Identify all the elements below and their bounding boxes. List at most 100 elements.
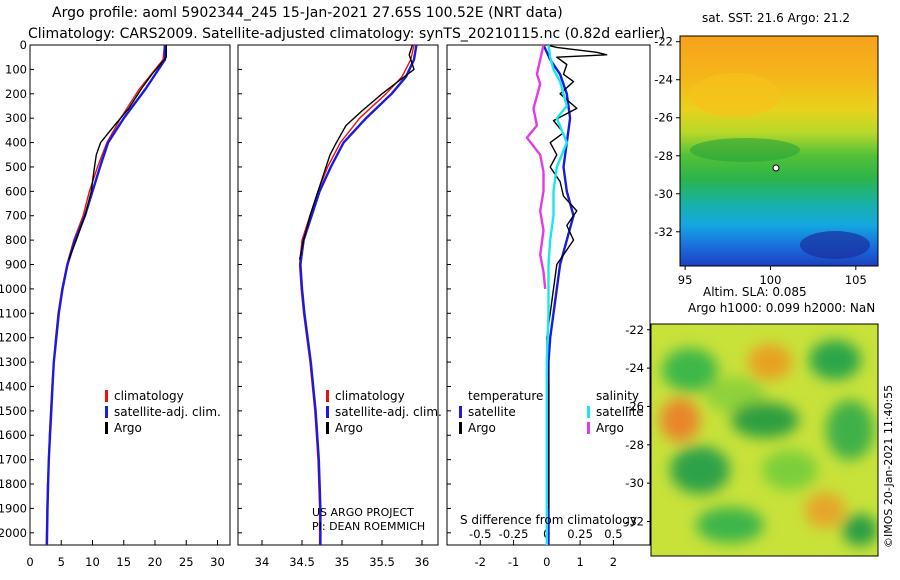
temperature-legend: climatology satellite-adj. clim. Argo [105, 389, 221, 435]
sst-y-tick-label: -24 [654, 73, 673, 87]
y-tick-label: 500 [5, 160, 27, 174]
series-line-satellite-adj-clim- [45, 45, 167, 546]
legend-header-temperature: temperature [468, 389, 543, 403]
x-tick-label: 35.5 [369, 555, 395, 569]
project-annotation: US ARGO PROJECT [312, 506, 414, 519]
sal-diff-tick-label: -0.25 [499, 527, 529, 541]
sst-y-tick-label: -26 [654, 111, 673, 125]
y-tick-label: 600 [5, 184, 27, 198]
sal-diff-tick-label: 0.5 [604, 527, 622, 541]
difference-legend: temperature satellite Argo salinity sate… [459, 389, 644, 435]
y-tick-label: 1000 [0, 282, 27, 296]
x-tick-label: 5 [58, 555, 65, 569]
x-tick-label: 34.5 [289, 555, 315, 569]
legend-label-temp-argo: Argo [468, 421, 496, 435]
sst-map-title: sat. SST: 21.6 Argo: 21.2 [702, 11, 850, 25]
y-tick-label: 800 [5, 233, 27, 247]
sst-x-tick-label: 95 [678, 273, 693, 287]
sla-blob [762, 450, 818, 490]
x-tick-label: 1 [576, 555, 583, 569]
sst-warm-patch [690, 73, 780, 117]
sla-y-tick-label: -24 [625, 361, 644, 375]
legend-label-temp-satellite: satellite [468, 405, 516, 419]
sla-map [650, 323, 879, 557]
legend-swatch-sal-satellite [587, 406, 590, 418]
legend-label-climatology: climatology [114, 389, 184, 403]
sla-blob [826, 400, 874, 460]
y-tick-label: 1700 [0, 453, 27, 467]
sst-map-frame [679, 35, 879, 267]
legend-swatch-argo [326, 422, 329, 434]
title-line-2: Climatology: CARS2009. Satellite-adjuste… [28, 26, 666, 42]
legend-swatch-temp-argo [459, 422, 462, 434]
series-line-satellite-adj-clim- [299, 44, 418, 545]
sst-y-tick-label: -30 [654, 187, 673, 201]
x-tick-label: 36 [415, 555, 430, 569]
sla-map-title-1: Altim. SLA: 0.085 [703, 285, 807, 299]
sla-blob [670, 446, 730, 494]
y-tick-label: 1600 [0, 428, 27, 442]
y-tick-label: 1400 [0, 379, 27, 393]
profile-lines [45, 44, 608, 546]
x-tick-label: 30 [210, 555, 225, 569]
sla-blob [748, 344, 792, 380]
sal-diff-tick-label: 0.25 [567, 527, 593, 541]
sst-map [679, 35, 879, 267]
x-tick-label: 2 [610, 555, 617, 569]
sla-map-frame [650, 323, 879, 557]
pi-annotation: PI: DEAN ROEMMICH [312, 520, 425, 533]
legend-header-salinity: salinity [596, 389, 639, 403]
sst-green-band [690, 138, 800, 162]
legend-label-sal-argo: Argo [596, 421, 624, 435]
sla-y-tick-label: -26 [625, 399, 644, 413]
argo-position-marker [772, 164, 780, 172]
x-tick-label: 10 [85, 555, 100, 569]
legend-swatch-climatology [105, 390, 108, 402]
x-tick-label: -2 [475, 555, 486, 569]
sla-map-title-2: Argo h1000: 0.099 h2000: NaN [688, 301, 875, 315]
y-tick-label: 700 [5, 209, 27, 223]
sst-cool-patch [800, 231, 870, 259]
sst-y-tick-label: -32 [654, 225, 673, 239]
x-tick-label: 20 [148, 555, 163, 569]
difference-xlabel: S difference from climatology [460, 513, 637, 527]
y-tick-label: 1900 [0, 501, 27, 515]
y-tick-label: 900 [5, 258, 27, 272]
sla-y-tick-label: -28 [625, 438, 644, 452]
legend-swatch-satellite [105, 406, 108, 418]
x-tick-label: 15 [116, 555, 131, 569]
legend-label-satellite: satellite-adj. clim. [335, 405, 442, 419]
legend-swatch-argo [105, 422, 108, 434]
series-line-argo [68, 45, 168, 260]
title-line-1: Argo profile: aoml 5902344_245 15-Jan-20… [52, 5, 563, 21]
series-line-argo [298, 44, 415, 260]
sla-blob [662, 348, 718, 392]
legend-label-satellite: satellite-adj. clim. [114, 405, 221, 419]
salinity-legend: climatology satellite-adj. clim. Argo [326, 389, 442, 435]
y-tick-label: 0 [20, 38, 27, 52]
legend-swatch-satellite [326, 406, 329, 418]
salinity-panel-frame [237, 44, 439, 546]
sla-blob [805, 492, 845, 528]
y-tick-label: 1200 [0, 331, 27, 345]
sla-blob [696, 507, 764, 543]
x-tick-label: 0 [26, 555, 33, 569]
sla-blob [660, 398, 700, 442]
series-line-salinity-satellite [545, 44, 568, 545]
footer-stamp: ©IMOS 20-Jan-2021 11:40:55 [882, 385, 895, 548]
legend-label-argo: Argo [335, 421, 363, 435]
y-tick-label: 1300 [0, 355, 27, 369]
sla-y-tick-label: -22 [625, 323, 644, 337]
series-line-temperature-argo [546, 44, 608, 509]
y-tick-label: 300 [5, 111, 27, 125]
y-tick-label: 1100 [0, 306, 27, 320]
x-tick-label: -1 [508, 555, 519, 569]
y-tick-label: 400 [5, 136, 27, 150]
x-tick-label: 35 [335, 555, 350, 569]
x-tick-label: 34 [255, 555, 270, 569]
y-tick-label: 100 [5, 62, 27, 76]
sla-blob [731, 402, 799, 438]
temperature-panel-frame [29, 44, 231, 546]
sst-x-tick-label: 105 [845, 273, 867, 287]
legend-swatch-temp-satellite [459, 406, 462, 418]
